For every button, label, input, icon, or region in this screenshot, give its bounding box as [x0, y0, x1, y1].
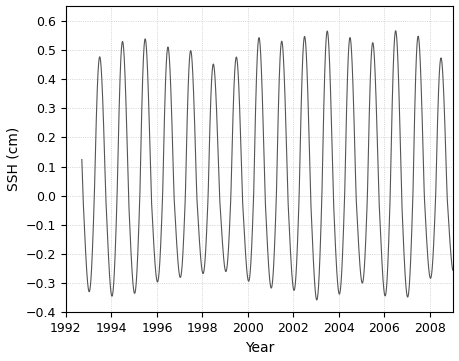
- Y-axis label: SSH (cm): SSH (cm): [6, 127, 20, 191]
- X-axis label: Year: Year: [245, 341, 274, 355]
